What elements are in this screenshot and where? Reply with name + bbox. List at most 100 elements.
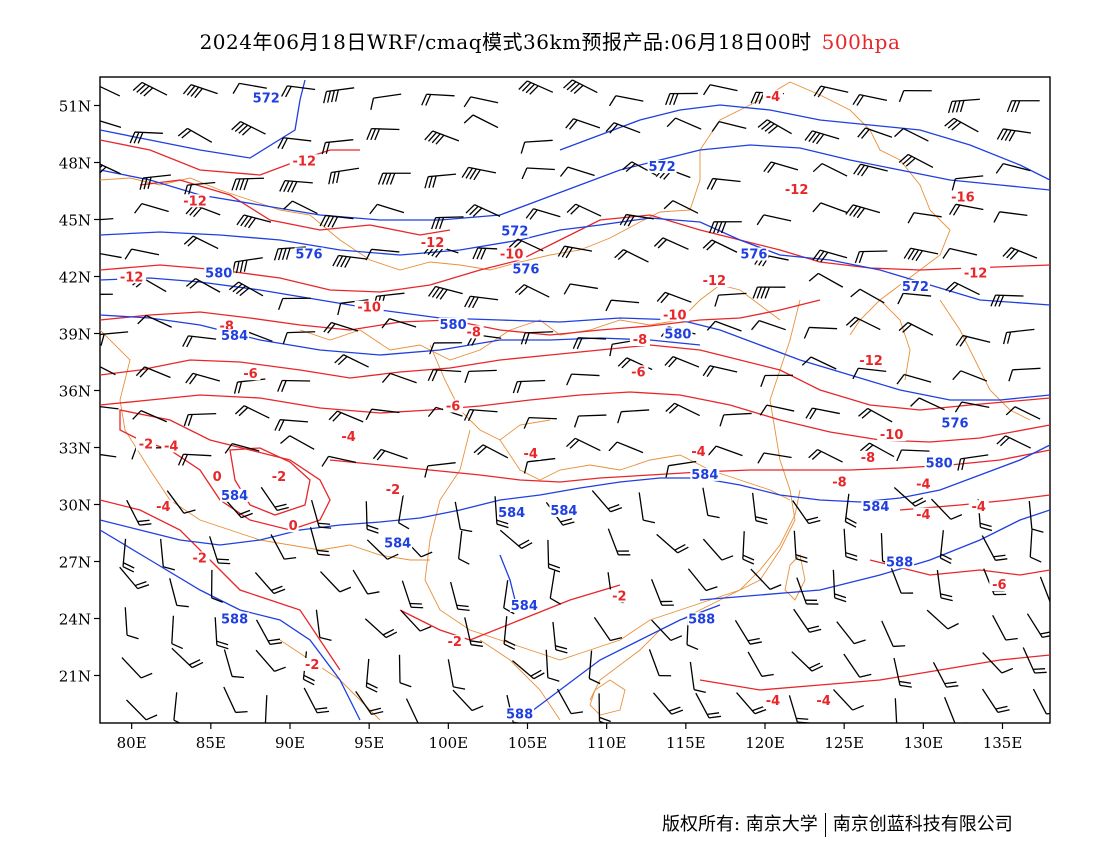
wind-barb bbox=[648, 649, 672, 677]
wind-barb bbox=[185, 372, 221, 385]
wind-barb bbox=[566, 437, 601, 452]
lat-label: 36N bbox=[59, 383, 91, 401]
temperature-contour-label: -10 bbox=[663, 308, 687, 323]
temperature-contour-label: -10 bbox=[357, 301, 381, 316]
geopotential-contour-label: 584 bbox=[498, 506, 525, 521]
geopotential-label-bg bbox=[500, 224, 530, 238]
temperature-label-bg bbox=[161, 439, 182, 453]
geopotential-label-bg bbox=[739, 247, 769, 261]
wind-barb bbox=[129, 131, 163, 144]
wind-barb bbox=[719, 412, 752, 427]
wind-barb bbox=[559, 166, 595, 177]
wind-barb bbox=[573, 414, 607, 428]
wind-barb bbox=[183, 235, 219, 250]
wind-barb bbox=[751, 492, 768, 525]
wind-barb bbox=[563, 283, 598, 295]
geopotential-contour-label: 584 bbox=[511, 599, 538, 614]
temperature-label-bg bbox=[338, 429, 359, 443]
wind-barb bbox=[328, 167, 360, 185]
wind-barb bbox=[223, 686, 248, 714]
temperature-label-bg bbox=[418, 236, 447, 250]
wind-barb bbox=[608, 441, 644, 454]
wind-barb bbox=[321, 455, 357, 467]
wind-barb bbox=[182, 84, 218, 99]
wind-barb bbox=[566, 373, 600, 386]
geopotential-contour-label: 580 bbox=[926, 457, 953, 472]
wind-barb bbox=[993, 211, 1028, 223]
wind-barb bbox=[512, 660, 545, 680]
lon-label: 130E bbox=[904, 734, 944, 752]
wind-barb bbox=[427, 369, 462, 382]
geopotential-label-bg bbox=[663, 327, 693, 341]
lat-label: 24N bbox=[59, 611, 91, 629]
wind-barb bbox=[547, 539, 561, 573]
temperature-label-bg bbox=[180, 194, 210, 208]
wind-barb bbox=[813, 85, 849, 98]
temperature-contour-label: -4 bbox=[916, 508, 930, 523]
wind-barb bbox=[981, 535, 1008, 561]
wind-barb bbox=[464, 369, 497, 383]
wind-barb bbox=[742, 531, 755, 565]
wind-barb bbox=[232, 82, 267, 94]
temperature-contour-label: -4 bbox=[916, 477, 930, 492]
wind-barb bbox=[431, 216, 464, 230]
geopotential-label-bg bbox=[511, 262, 541, 276]
wind-barb bbox=[805, 407, 840, 420]
wind-barb bbox=[159, 538, 176, 571]
wind-barb bbox=[173, 692, 182, 723]
wind-barb bbox=[177, 127, 213, 143]
geopotential-label-bg bbox=[861, 500, 891, 514]
wind-barb bbox=[955, 334, 991, 347]
temperature-label-bg bbox=[211, 469, 223, 483]
temperature-label-bg bbox=[289, 154, 319, 168]
wind-barb bbox=[100, 85, 121, 97]
wind-barb bbox=[100, 453, 117, 458]
geopotential-contour-label: 576 bbox=[295, 248, 322, 263]
wind-barb bbox=[126, 699, 158, 721]
wind-barb bbox=[844, 493, 857, 528]
wind-barb bbox=[665, 402, 700, 417]
wind-barb bbox=[171, 647, 204, 669]
wind-barb bbox=[369, 203, 405, 215]
wind-barb bbox=[398, 654, 412, 688]
geopotential-contour-label: 588 bbox=[886, 555, 913, 570]
geopotential-label-bg bbox=[383, 536, 413, 550]
wind-barb bbox=[893, 487, 927, 507]
geopotential-label-bg bbox=[497, 505, 527, 519]
wind-barb bbox=[214, 617, 229, 650]
temperature-label-bg bbox=[443, 399, 464, 413]
wind-barb bbox=[605, 299, 640, 312]
wind-barb bbox=[100, 331, 129, 346]
wind-barb bbox=[936, 569, 953, 602]
wind-barb bbox=[452, 689, 484, 712]
temperature-label-bg bbox=[968, 500, 989, 514]
wind-barb bbox=[656, 533, 689, 554]
wind-barb bbox=[132, 81, 168, 97]
wind-barb bbox=[752, 286, 786, 299]
contour-labels: -4-12-12-12-16-12-10-12-12-12-10-10-8 -8-… bbox=[117, 89, 1010, 722]
wind-barb bbox=[857, 127, 893, 139]
wind-barb bbox=[166, 490, 196, 514]
wind-barb bbox=[518, 80, 554, 95]
temperature-contour-label: -2 bbox=[139, 438, 153, 453]
wind-barb bbox=[751, 319, 786, 331]
temperature-contour-label: -12 bbox=[183, 194, 207, 209]
wind-barb bbox=[234, 405, 270, 419]
temperature-contour-label: -4 bbox=[972, 500, 986, 515]
geopotential-label-bg bbox=[204, 266, 234, 280]
wind-barb bbox=[454, 501, 473, 533]
wind-barb bbox=[1028, 501, 1044, 533]
wind-barb bbox=[315, 609, 332, 642]
lon-label: 80E bbox=[117, 734, 147, 752]
wind-barb bbox=[666, 117, 702, 130]
temperature-contour-label: -12 bbox=[785, 183, 809, 198]
wind-barb bbox=[588, 650, 601, 685]
geopotential-contour-label: 584 bbox=[862, 500, 889, 515]
wind-barb bbox=[254, 572, 286, 595]
wind-barb bbox=[907, 212, 942, 224]
lat-label: 45N bbox=[59, 212, 91, 230]
lon-label: 90E bbox=[275, 734, 305, 752]
wind-barb bbox=[424, 173, 457, 189]
wind-barb bbox=[400, 610, 432, 632]
temperature-label-bg bbox=[913, 477, 934, 491]
